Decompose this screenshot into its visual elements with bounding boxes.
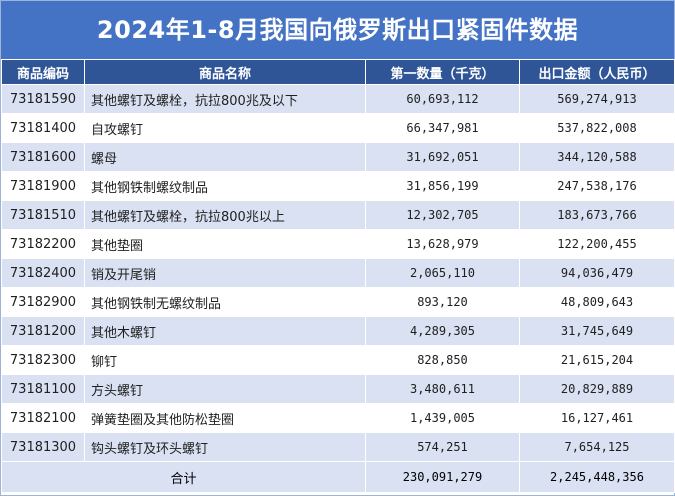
cell-amount: 16,127,461 xyxy=(519,403,675,433)
cell-amount: 31,745,649 xyxy=(519,316,675,346)
cell-code: 73182300 xyxy=(1,345,85,375)
table-row: 73181400 自攻螺钉 66,347,981 537,822,008 xyxy=(1,113,675,143)
table-row: 73181900 其他钢铁制螺纹制品 31,856,199 247,538,176 xyxy=(1,171,675,201)
cell-amount: 247,538,176 xyxy=(519,171,675,201)
cell-code: 73181510 xyxy=(1,200,85,230)
table-row: 73182300 铆钉 828,850 21,615,204 xyxy=(1,345,675,375)
cell-amount: 122,200,455 xyxy=(519,229,675,259)
cell-qty: 66,347,981 xyxy=(365,113,520,143)
cell-code: 73181100 xyxy=(1,374,85,404)
cell-qty: 12,302,705 xyxy=(365,200,520,230)
total-label: 合计 xyxy=(1,461,366,493)
cell-code: 73181400 xyxy=(1,113,85,143)
header-code: 商品编码 xyxy=(1,59,85,85)
cell-name: 其他钢铁制无螺纹制品 xyxy=(84,287,366,317)
cell-amount: 183,673,766 xyxy=(519,200,675,230)
cell-name: 铆钉 xyxy=(84,345,366,375)
table-row: 73181510 其他螺钉及螺栓，抗拉800兆以上 12,302,705 183,67… xyxy=(1,200,675,230)
table-row: 73181100 方头螺钉 3,480,611 20,829,889 xyxy=(1,374,675,404)
header-amount: 出口金额（人民币） xyxy=(519,59,675,85)
table-row: 73181590 其他螺钉及螺栓，抗拉800兆及以下 60,693,112 569,2… xyxy=(1,84,675,114)
cell-code: 73182100 xyxy=(1,403,85,433)
cell-name: 其他木螺钉 xyxy=(84,316,366,346)
cell-amount: 537,822,008 xyxy=(519,113,675,143)
cell-amount: 344,120,588 xyxy=(519,142,675,172)
table-row: 73182900 其他钢铁制无螺纹制品 893,120 48,809,643 xyxy=(1,287,675,317)
cell-amount: 21,615,204 xyxy=(519,345,675,375)
header-qty: 第一数量（千克） xyxy=(365,59,520,85)
cell-qty: 2,065,110 xyxy=(365,258,520,288)
cell-name: 其他垫圈 xyxy=(84,229,366,259)
total-qty: 230,091,279 xyxy=(365,461,520,493)
table-row: 73181200 其他木螺钉 4,289,305 31,745,649 xyxy=(1,316,675,346)
cell-code: 73182200 xyxy=(1,229,85,259)
cell-code: 73181900 xyxy=(1,171,85,201)
cell-qty: 4,289,305 xyxy=(365,316,520,346)
sheet-title: 2024年1-8月我国向俄罗斯出口紧固件数据 xyxy=(1,1,674,59)
cell-qty: 1,439,005 xyxy=(365,403,520,433)
cell-name: 自攻螺钉 xyxy=(84,113,366,143)
header-name: 商品名称 xyxy=(84,59,366,85)
cell-qty: 828,850 xyxy=(365,345,520,375)
table-row: 73182200 其他垫圈 13,628,979 122,200,455 xyxy=(1,229,675,259)
cell-code: 73181200 xyxy=(1,316,85,346)
cell-amount: 48,809,643 xyxy=(519,287,675,317)
total-amount: 2,245,448,356 xyxy=(519,461,675,493)
table-row: 73181300 钩头螺钉及环头螺钉 574,251 7,654,125 xyxy=(1,432,675,462)
cell-name: 方头螺钉 xyxy=(84,374,366,404)
export-table: 商品编码 商品名称 第一数量（千克） 出口金额（人民币） 73181590 其他螺… xyxy=(1,59,675,493)
cell-code: 73182900 xyxy=(1,287,85,317)
cell-amount: 20,829,889 xyxy=(519,374,675,404)
cell-name: 螺母 xyxy=(84,142,366,172)
cell-qty: 13,628,979 xyxy=(365,229,520,259)
cell-name: 其他钢铁制螺纹制品 xyxy=(84,171,366,201)
cell-qty: 3,480,611 xyxy=(365,374,520,404)
cell-qty: 31,692,051 xyxy=(365,142,520,172)
cell-name: 其他螺钉及螺栓，抗拉800兆及以下 xyxy=(84,84,366,114)
cell-code: 73182400 xyxy=(1,258,85,288)
cell-amount: 569,274,913 xyxy=(519,84,675,114)
table-row: 73182100 弹簧垫圈及其他防松垫圈 1,439,005 16,127,461 xyxy=(1,403,675,433)
table-row: 73181600 螺母 31,692,051 344,120,588 xyxy=(1,142,675,172)
cell-amount: 94,036,479 xyxy=(519,258,675,288)
cell-name: 其他螺钉及螺栓，抗拉800兆以上 xyxy=(84,200,366,230)
header-row: 商品编码 商品名称 第一数量（千克） 出口金额（人民币） xyxy=(1,59,675,85)
cell-name: 弹簧垫圈及其他防松垫圈 xyxy=(84,403,366,433)
cell-name: 钩头螺钉及环头螺钉 xyxy=(84,432,366,462)
cell-code: 73181300 xyxy=(1,432,85,462)
cell-qty: 60,693,112 xyxy=(365,84,520,114)
cell-amount: 7,654,125 xyxy=(519,432,675,462)
table-row: 73182400 销及开尾销 2,065,110 94,036,479 xyxy=(1,258,675,288)
cell-qty: 893,120 xyxy=(365,287,520,317)
cell-code: 73181600 xyxy=(1,142,85,172)
cell-code: 73181590 xyxy=(1,84,85,114)
cell-qty: 574,251 xyxy=(365,432,520,462)
cell-qty: 31,856,199 xyxy=(365,171,520,201)
cell-name: 销及开尾销 xyxy=(84,258,366,288)
total-row: 合计 230,091,279 2,245,448,356 xyxy=(1,461,675,493)
